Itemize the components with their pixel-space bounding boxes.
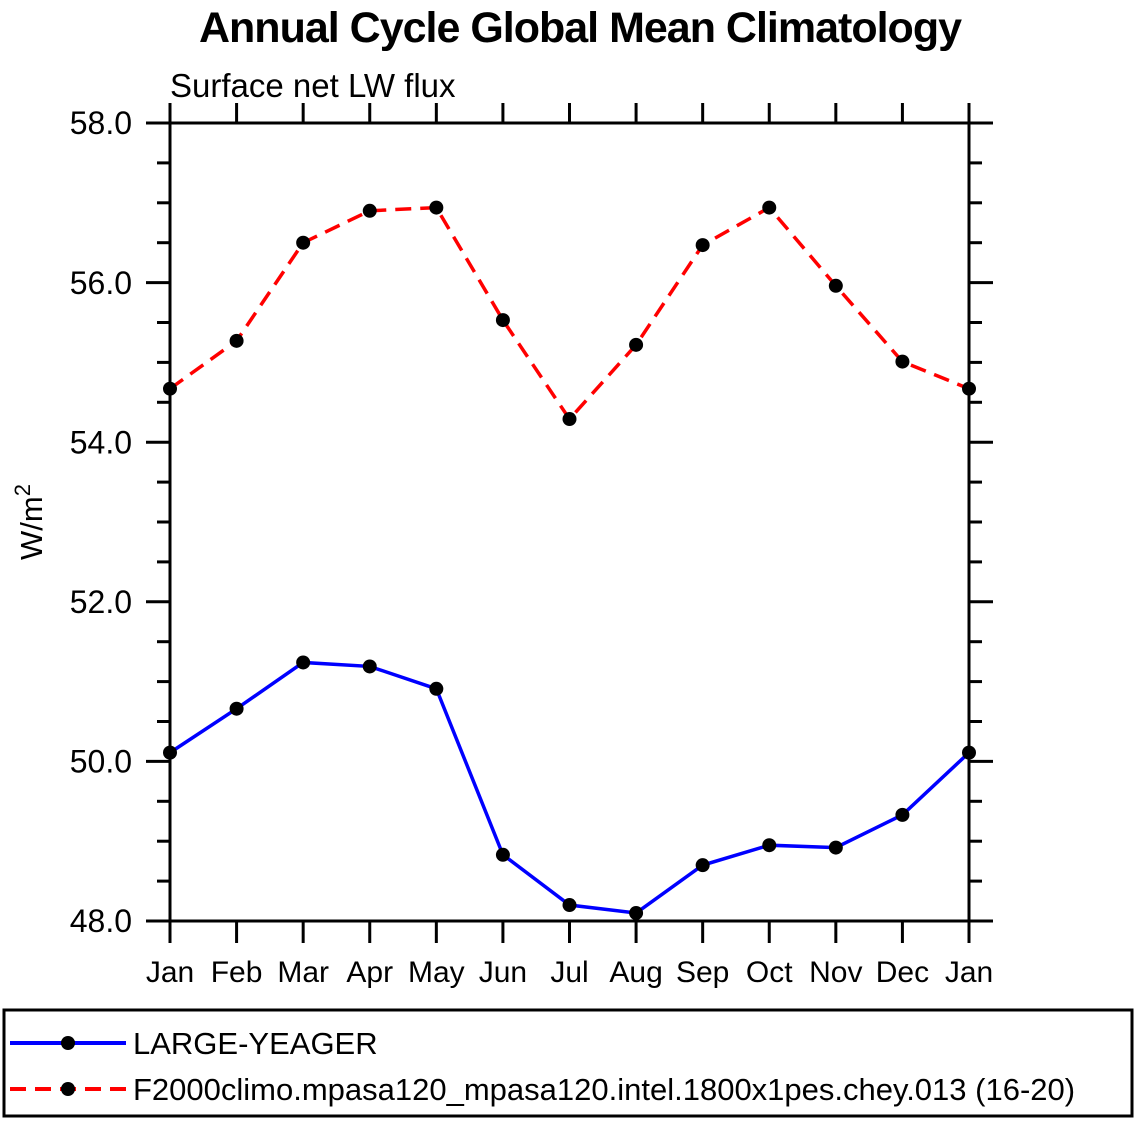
y-tick-label: 48.0 bbox=[70, 903, 132, 939]
data-point-marker bbox=[629, 906, 644, 921]
series-line-f2000climo-mpasa120-mpasa120-i bbox=[168, 205, 970, 422]
data-series bbox=[163, 200, 976, 921]
data-point-marker bbox=[296, 655, 311, 670]
x-tick-label: Feb bbox=[211, 956, 263, 989]
data-point-marker bbox=[762, 838, 777, 853]
data-point-marker bbox=[762, 200, 777, 215]
data-point-marker bbox=[962, 381, 976, 396]
x-tick-label: Mar bbox=[277, 956, 329, 989]
series-line-large-yeager bbox=[169, 660, 971, 915]
data-point-marker bbox=[362, 203, 377, 218]
x-tick-label: Nov bbox=[809, 956, 862, 989]
data-point-marker bbox=[163, 381, 177, 396]
y-axis-title: W/m2 bbox=[10, 484, 49, 560]
legend-box: LARGE-YEAGER F2000climo.mpasa120_mpasa120… bbox=[2, 1008, 1134, 1118]
x-tick-label: Jan bbox=[146, 956, 194, 989]
y-tick-label: 56.0 bbox=[70, 265, 132, 301]
x-tick-label: Jun bbox=[479, 956, 527, 989]
data-point-marker bbox=[495, 313, 510, 328]
data-point-marker bbox=[562, 898, 577, 913]
x-tick-label: Aug bbox=[609, 956, 662, 989]
data-point-marker bbox=[629, 337, 644, 352]
data-point-marker bbox=[429, 681, 444, 696]
x-tick-label: Jul bbox=[550, 956, 588, 989]
legend-label: LARGE-YEAGER bbox=[133, 1026, 378, 1061]
x-tick-label: May bbox=[408, 956, 465, 989]
x-tick-label: Apr bbox=[346, 956, 393, 989]
plot-frame bbox=[168, 121, 971, 923]
x-tick-label: Jan bbox=[945, 956, 993, 989]
chart-title: Annual Cycle Global Mean Climatology bbox=[199, 4, 962, 52]
y-tick-label: 54.0 bbox=[70, 424, 132, 460]
y-tick-label: 58.0 bbox=[70, 105, 132, 141]
data-point-marker bbox=[695, 238, 710, 253]
data-point-marker bbox=[962, 745, 976, 760]
y-tick-label: 52.0 bbox=[70, 584, 132, 620]
data-point-marker bbox=[229, 701, 244, 716]
y-tick-label: 50.0 bbox=[70, 744, 132, 780]
plot-border bbox=[168, 121, 971, 923]
legend-border bbox=[2, 1008, 1134, 1118]
data-point-marker bbox=[828, 840, 843, 855]
data-point-marker bbox=[296, 235, 311, 250]
data-point-marker bbox=[429, 200, 444, 215]
data-point-marker bbox=[895, 354, 910, 369]
legend-label: F2000climo.mpasa120_mpasa120.intel.1800x… bbox=[133, 1072, 1075, 1107]
data-point-marker bbox=[895, 807, 910, 822]
data-point-marker bbox=[362, 659, 377, 674]
data-point-marker bbox=[229, 333, 244, 348]
data-point-marker bbox=[163, 745, 177, 760]
x-tick-label: Sep bbox=[676, 956, 729, 989]
x-tick-label: Dec bbox=[876, 956, 929, 989]
data-point-marker bbox=[562, 412, 577, 427]
x-tick-label: Oct bbox=[746, 956, 793, 989]
legend-marker bbox=[61, 1082, 75, 1096]
data-point-marker bbox=[695, 858, 710, 873]
data-point-marker bbox=[828, 278, 843, 293]
legend-marker bbox=[61, 1036, 75, 1050]
data-point-marker bbox=[495, 847, 510, 862]
axis-labels: Jan Feb Mar Apr May Jun Jul Aug Sep Oct Nov Dec Jan 4… bbox=[70, 105, 993, 989]
axis-ticks bbox=[146, 103, 993, 943]
chart-subtitle: Surface net LW flux bbox=[170, 67, 456, 104]
y-axis-label: W/m2 bbox=[10, 484, 49, 560]
